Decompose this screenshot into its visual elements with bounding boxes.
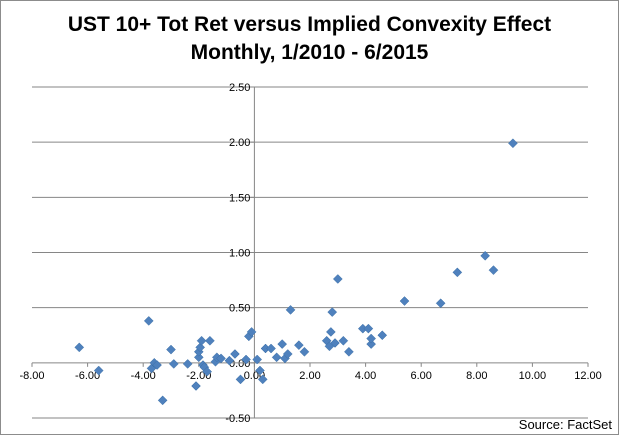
data-point-17: [202, 366, 212, 377]
data-point-2: [143, 316, 154, 326]
data-point-11: [193, 352, 204, 363]
data-point-18: [205, 335, 215, 346]
y-tick-label-4: 1.50: [229, 192, 250, 204]
data-point-36: [282, 349, 293, 359]
data-point-32: [266, 343, 276, 354]
data-point-42: [325, 327, 336, 337]
x-tick-label-0: -8.00: [19, 370, 44, 382]
y-tick-label-5: 2.00: [229, 137, 250, 149]
data-point-54: [435, 298, 446, 309]
data-point-21: [216, 353, 226, 364]
data-point-30: [257, 374, 268, 385]
data-point-44: [330, 338, 340, 348]
x-tick-label-5: 2.00: [299, 370, 320, 382]
data-point-46: [338, 335, 349, 346]
x-tick-label-6: 4.00: [355, 370, 376, 382]
y-tick-label-6: 2.50: [229, 82, 250, 94]
data-point-33: [271, 352, 282, 363]
x-tick-label-8: 8.00: [466, 370, 487, 382]
data-point-47: [344, 346, 354, 357]
data-point-24: [235, 374, 246, 385]
data-point-23: [230, 349, 240, 359]
data-point-28: [252, 354, 263, 365]
x-tick-label-10: 12.00: [574, 370, 602, 382]
data-point-38: [294, 340, 304, 351]
data-point-8: [168, 359, 179, 369]
data-point-49: [363, 323, 374, 334]
data-point-0: [74, 342, 85, 353]
y-tick-label-0: -0.50: [225, 413, 250, 425]
data-point-22: [224, 355, 235, 366]
x-tick-label-2: -4.00: [131, 370, 156, 382]
data-point-5: [152, 360, 162, 370]
chart-title-line-2: Monthly, 1/2010 - 6/2015: [190, 41, 429, 64]
data-point-52: [377, 330, 388, 341]
data-point-9: [182, 359, 193, 369]
y-tick-label-2: 0.50: [229, 303, 250, 315]
data-point-56: [480, 250, 490, 261]
data-point-58: [508, 138, 518, 149]
data-point-1: [93, 365, 104, 376]
data-point-10: [191, 381, 201, 391]
data-point-51: [366, 333, 377, 344]
data-point-50: [366, 339, 377, 349]
data-point-27: [246, 327, 257, 337]
data-point-57: [488, 265, 499, 276]
data-point-25: [241, 354, 251, 365]
x-tick-label-1: -6.00: [75, 370, 100, 382]
data-point-55: [452, 267, 463, 278]
data-point-13: [195, 342, 206, 353]
chart-title-line-1: UST 10+ Tot Ret versus Implied Convexity…: [67, 13, 552, 36]
x-tick-label-7: 6.00: [410, 370, 431, 382]
source-note: Source: FactSet: [518, 417, 612, 432]
data-point-6: [157, 395, 168, 406]
data-point-14: [196, 335, 207, 346]
chart-title: UST 10+ Tot Ret versus Implied Convexity…: [1, 11, 618, 67]
data-point-43: [327, 307, 338, 317]
data-point-45: [332, 274, 343, 284]
data-point-53: [399, 296, 410, 306]
data-point-39: [299, 346, 310, 357]
data-point-34: [277, 339, 288, 349]
y-tick-label-3: 1.00: [229, 248, 250, 260]
data-point-29: [255, 365, 265, 376]
data-point-37: [285, 305, 296, 315]
x-tick-label-9: 10.00: [519, 370, 547, 382]
data-point-7: [166, 344, 176, 355]
